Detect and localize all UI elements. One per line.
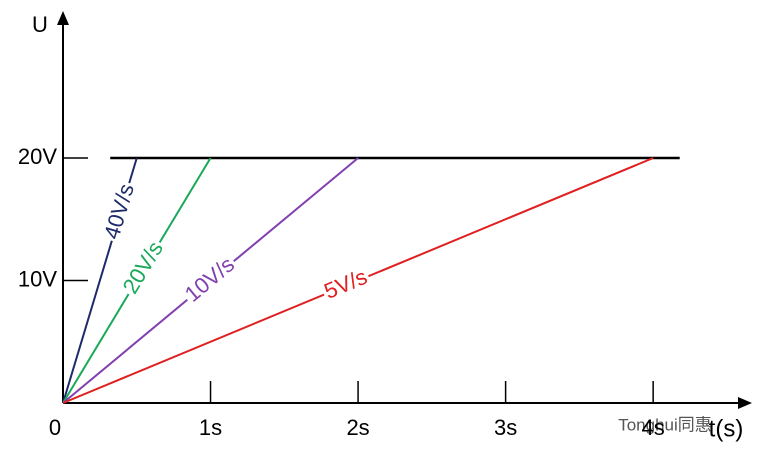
x-tick-label: 4s <box>642 415 665 440</box>
x-tick-label: 3s <box>494 415 517 440</box>
y-tick-label: 20V <box>18 144 57 169</box>
label-background <box>98 178 140 244</box>
y-axis-arrow <box>57 11 69 25</box>
label-background <box>178 250 241 309</box>
label-background <box>318 263 373 305</box>
watermark: Tonghui同惠 <box>618 415 712 434</box>
series-label: 20V/s <box>117 237 167 298</box>
y-tick-label: 10V <box>18 266 57 291</box>
y-axis-label: U <box>32 12 48 37</box>
x-axis-arrow <box>738 397 752 409</box>
x-axis-label: t(s) <box>709 415 744 442</box>
x-tick-label: 0 <box>49 415 61 440</box>
label-background <box>116 235 169 300</box>
series-label: 5V/s <box>320 264 370 304</box>
x-tick-label: 2s <box>346 415 369 440</box>
x-tick-label: 1s <box>199 415 222 440</box>
series-label: 40V/s <box>99 181 139 242</box>
